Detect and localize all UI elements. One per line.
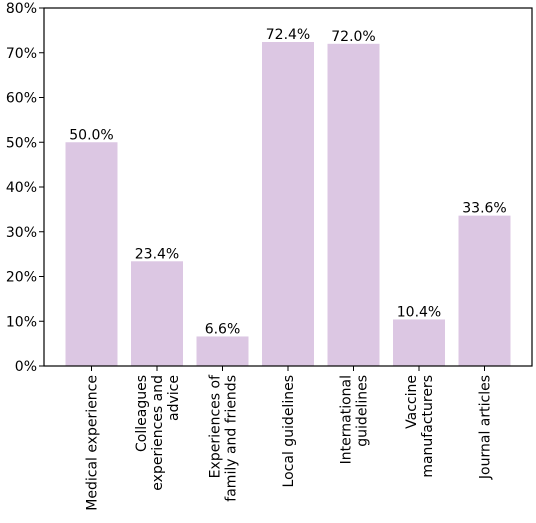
y-tick-label: 50% (6, 135, 37, 151)
bar-data-label: 10.4% (397, 304, 441, 320)
x-tick-label-text: Colleaguesexperiences andadvice (134, 375, 182, 491)
x-tick-label-text: Medical experience (85, 375, 101, 511)
bar-data-label: 50.0% (69, 127, 113, 143)
y-tick-label: 20% (6, 270, 37, 286)
bar (262, 42, 314, 366)
x-tick-label: Medical experience (85, 375, 101, 511)
x-axis: Medical experience Colleaguesexperiences … (85, 366, 494, 511)
x-tick-label-line: Colleagues (134, 375, 150, 452)
y-tick-label: 0% (15, 359, 37, 375)
x-tick-label: Local guidelines (281, 375, 297, 487)
y-tick-label: 30% (6, 225, 37, 241)
x-tick-label: Colleaguesexperiences andadvice (134, 375, 182, 491)
x-tick-label: Vaccinemanufacturers (404, 375, 436, 478)
bar-data-label: 33.6% (462, 201, 506, 217)
x-tick-label: Journal articles (478, 375, 494, 480)
x-tick-label-line: International (339, 375, 355, 464)
y-axis: 0% 10% 20% 30% 40% 50% 60% 70% 80% (6, 1, 44, 375)
plot-frame (43, 7, 533, 367)
bar (196, 336, 249, 366)
x-tick-label: Internationalguidelines (339, 375, 371, 464)
x-tick-label-text: Vaccinemanufacturers (404, 375, 436, 478)
y-tick-label: 60% (6, 91, 37, 107)
x-tick-label-line: manufacturers (420, 375, 436, 478)
bar (393, 319, 445, 366)
bar-labels-group: 50.0% 23.4% 6.6% 72.4% 72.0% 10.4% 33.6% (69, 27, 506, 337)
x-tick-label-text: Local guidelines (281, 375, 297, 487)
x-tick-label-line: Journal articles (478, 375, 494, 480)
bar (131, 261, 183, 366)
x-tick-label-line: advice (166, 375, 182, 421)
x-tick-label-line: Vaccine (404, 375, 420, 429)
bar (327, 43, 380, 367)
bar (65, 142, 118, 366)
x-tick-label-text: Experiences offamily and friends (208, 374, 240, 502)
x-tick-label: Experiences offamily and friends (208, 374, 240, 502)
bar (458, 215, 511, 366)
y-tick-label: 70% (6, 46, 37, 62)
x-tick-label-line: Medical experience (85, 375, 101, 511)
bar-data-label: 72.0% (331, 29, 375, 45)
x-tick-label-line: Local guidelines (281, 375, 297, 487)
bar-data-label: 72.4% (266, 27, 310, 43)
bar-data-label: 23.4% (135, 246, 179, 262)
x-tick-label-text: Internationalguidelines (339, 375, 371, 464)
y-tick-label: 80% (6, 1, 37, 17)
x-tick-label-line: guidelines (355, 375, 371, 447)
y-tick-label: 10% (6, 314, 37, 330)
x-tick-label-line: experiences and (150, 375, 166, 491)
bar-data-label: 6.6% (205, 321, 241, 337)
y-tick-label: 40% (6, 180, 37, 196)
x-tick-label-line: family and friends (224, 375, 240, 502)
x-tick-label-line: Experiences of (208, 374, 224, 478)
bars-group (65, 42, 511, 367)
x-tick-label-text: Journal articles (478, 375, 494, 480)
